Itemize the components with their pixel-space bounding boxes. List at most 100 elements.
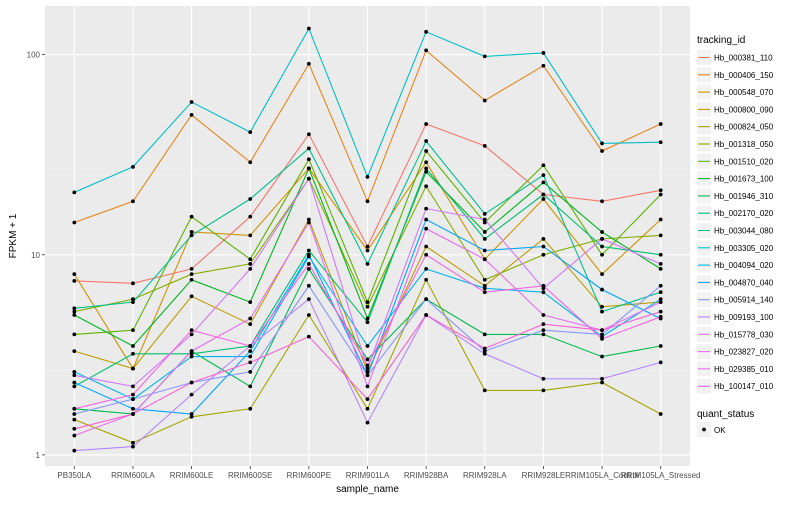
data-point bbox=[131, 164, 135, 169]
y-tick-label: 10 bbox=[31, 251, 40, 260]
data-point bbox=[131, 392, 135, 397]
data-point bbox=[72, 380, 77, 385]
data-point bbox=[482, 257, 487, 262]
data-point bbox=[658, 188, 663, 193]
data-point bbox=[658, 344, 663, 348]
data-point bbox=[189, 332, 194, 337]
data-point bbox=[658, 297, 663, 302]
data-point bbox=[72, 272, 77, 277]
data-point bbox=[365, 384, 370, 389]
data-point bbox=[600, 272, 604, 277]
data-point bbox=[131, 297, 135, 302]
data-point bbox=[365, 174, 370, 179]
data-point bbox=[248, 233, 253, 238]
data-point bbox=[365, 344, 370, 348]
data-point bbox=[248, 160, 253, 165]
y-axis-title: FPKM + 1 bbox=[8, 213, 19, 258]
data-point bbox=[482, 220, 487, 225]
grid-lines bbox=[45, 6, 690, 466]
data-point bbox=[131, 397, 135, 402]
data-point bbox=[482, 143, 487, 148]
x-tick-label: RRIM600PE bbox=[287, 471, 331, 480]
data-point bbox=[189, 294, 194, 299]
data-point bbox=[600, 336, 604, 341]
data-point bbox=[131, 412, 135, 416]
data-point bbox=[541, 192, 546, 197]
x-tick-label: RRIM928LA bbox=[463, 471, 507, 480]
data-point bbox=[600, 304, 604, 309]
data-point bbox=[365, 397, 370, 402]
data-point bbox=[306, 166, 311, 171]
data-point bbox=[306, 146, 311, 151]
data-point bbox=[189, 414, 194, 419]
data-point bbox=[306, 26, 311, 31]
data-point bbox=[600, 149, 604, 153]
legend-label: Hb_000800_090 bbox=[714, 105, 774, 114]
y-tick-label: 100 bbox=[27, 51, 41, 60]
data-point bbox=[365, 304, 370, 309]
x-tick-label: RRIM600LA bbox=[111, 471, 155, 480]
data-point bbox=[600, 354, 604, 359]
data-point bbox=[189, 272, 194, 277]
legend-label: Hb_023827_020 bbox=[714, 348, 774, 357]
data-point bbox=[306, 252, 311, 257]
data-point bbox=[482, 332, 487, 337]
data-point bbox=[365, 366, 370, 371]
data-point bbox=[600, 199, 604, 204]
data-point bbox=[424, 149, 429, 153]
data-point bbox=[541, 63, 546, 68]
data-point bbox=[248, 300, 253, 305]
data-point bbox=[424, 266, 429, 271]
data-point bbox=[189, 349, 194, 354]
x-tick-label: RRIM600LE bbox=[170, 471, 214, 480]
data-point bbox=[658, 290, 663, 295]
data-point bbox=[189, 214, 194, 219]
data-point bbox=[658, 217, 663, 222]
legend-label: Hb_003044_080 bbox=[714, 227, 774, 236]
data-point bbox=[424, 217, 429, 222]
data-point bbox=[600, 380, 604, 385]
data-point bbox=[424, 277, 429, 282]
legend-quant-label: OK bbox=[714, 426, 726, 435]
data-point bbox=[600, 332, 604, 337]
data-point bbox=[482, 388, 487, 393]
data-point bbox=[541, 322, 546, 327]
data-point bbox=[424, 244, 429, 249]
data-point bbox=[600, 230, 604, 234]
x-tick-label: RRIM105LA_Stressed bbox=[621, 471, 701, 480]
data-point bbox=[365, 363, 370, 368]
data-point bbox=[365, 369, 370, 374]
data-point bbox=[541, 313, 546, 317]
data-point bbox=[72, 373, 77, 378]
data-point bbox=[72, 406, 77, 411]
data-point bbox=[365, 320, 370, 325]
data-point bbox=[365, 300, 370, 305]
data-point bbox=[600, 328, 604, 333]
data-point bbox=[306, 266, 311, 271]
data-point bbox=[600, 237, 604, 241]
data-point bbox=[72, 309, 77, 314]
data-point bbox=[72, 448, 77, 453]
data-point bbox=[248, 349, 253, 354]
data-point bbox=[189, 380, 194, 385]
data-point bbox=[248, 360, 253, 365]
data-point bbox=[131, 344, 135, 348]
data-point bbox=[189, 266, 194, 271]
data-point bbox=[658, 283, 663, 288]
x-tick-label: RRIM901LA bbox=[346, 471, 390, 480]
legend-label: Hb_004870_040 bbox=[714, 278, 774, 287]
data-point bbox=[482, 237, 487, 241]
legend-quant-title: quant_status bbox=[697, 409, 754, 420]
data-point bbox=[424, 122, 429, 126]
legend-quant-dot bbox=[702, 427, 706, 432]
data-point bbox=[424, 160, 429, 165]
legend-label: Hb_001946_310 bbox=[714, 192, 774, 201]
data-point bbox=[72, 426, 77, 431]
data-point bbox=[541, 328, 546, 333]
x-tick-label: RRIM928BA bbox=[404, 471, 449, 480]
data-point bbox=[72, 384, 77, 389]
legend-label: Hb_015778_030 bbox=[714, 330, 774, 339]
data-point bbox=[189, 351, 194, 356]
data-point bbox=[482, 217, 487, 222]
